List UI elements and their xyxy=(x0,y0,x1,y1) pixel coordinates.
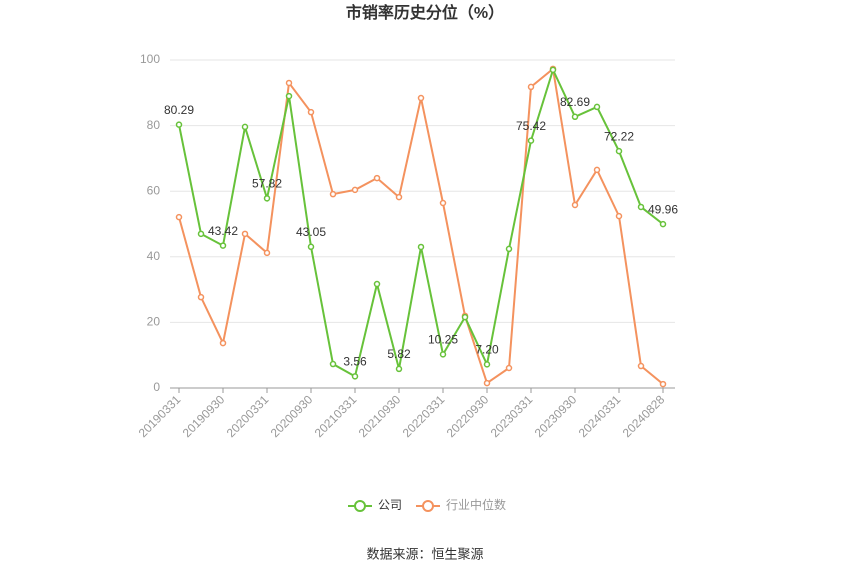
point xyxy=(505,245,513,253)
point xyxy=(285,79,293,87)
x-tick-label: 20240331 xyxy=(576,392,624,440)
source: 数据来源：恒生聚源 xyxy=(366,546,483,561)
point xyxy=(351,373,359,380)
point xyxy=(197,293,205,301)
legend-label: 公司 xyxy=(378,498,402,512)
point xyxy=(417,94,425,102)
point xyxy=(285,92,293,100)
data-label: 43.42 xyxy=(208,224,238,238)
data-label: 75.42 xyxy=(516,119,546,133)
point xyxy=(527,137,535,144)
x-tick-label: 20200930 xyxy=(268,392,316,440)
y-tick-label: 20 xyxy=(147,315,161,329)
point xyxy=(637,203,645,211)
point xyxy=(263,195,271,202)
point xyxy=(263,249,271,257)
point xyxy=(373,280,381,288)
point xyxy=(483,361,491,368)
series-line xyxy=(178,67,664,378)
y-tick-label: 60 xyxy=(147,183,161,197)
legend-label: 行业中位数 xyxy=(446,497,506,512)
point xyxy=(549,66,557,74)
point xyxy=(615,212,623,220)
data-label: 5.82 xyxy=(387,347,411,361)
point xyxy=(505,364,513,372)
x-tick-label: 20220331 xyxy=(400,392,448,440)
point xyxy=(329,360,337,368)
x-tick-label: 20220930 xyxy=(444,392,492,440)
data-label: 3.56 xyxy=(343,354,367,368)
data-label: 57.82 xyxy=(252,177,282,191)
series-line xyxy=(178,66,664,385)
x-tick-label: 20230331 xyxy=(488,392,536,440)
x-tick-label: 20200331 xyxy=(224,392,272,440)
legend-marker xyxy=(354,500,366,512)
point xyxy=(373,174,381,182)
data-label: 72.22 xyxy=(604,129,634,143)
point xyxy=(417,243,425,251)
point xyxy=(307,243,315,251)
x-tick-label: 20190930 xyxy=(180,392,228,440)
point xyxy=(439,199,447,207)
point xyxy=(241,230,249,238)
y-tick-label: 40 xyxy=(147,249,161,263)
point xyxy=(351,186,359,194)
point xyxy=(659,220,667,228)
y-tick-label: 0 xyxy=(153,380,160,394)
x-tick-label: 20210331 xyxy=(312,392,360,440)
data-label: 7.20 xyxy=(475,343,499,357)
point xyxy=(461,313,469,321)
legend-marker xyxy=(422,500,434,512)
point xyxy=(615,147,623,155)
point xyxy=(329,190,337,198)
point xyxy=(439,351,447,358)
x-tick-label: 20190331 xyxy=(136,392,184,440)
point xyxy=(637,362,645,370)
point xyxy=(307,108,315,116)
data-label: 49.96 xyxy=(648,202,678,216)
x-tick-label: 20210930 xyxy=(356,392,404,440)
data-label: 80.29 xyxy=(164,103,194,117)
point xyxy=(395,365,403,373)
point xyxy=(527,83,535,91)
point xyxy=(175,213,183,221)
point xyxy=(219,339,227,347)
point xyxy=(197,230,205,238)
data-label: 10.25 xyxy=(428,333,458,347)
point xyxy=(395,193,403,201)
data-label: 43.05 xyxy=(296,225,326,239)
point xyxy=(241,123,249,131)
point xyxy=(593,103,601,111)
point xyxy=(219,242,227,249)
point xyxy=(175,121,183,128)
y-tick-label: 80 xyxy=(147,118,161,132)
point xyxy=(571,113,579,121)
point xyxy=(659,380,667,388)
y-tick-label: 100 xyxy=(140,52,160,66)
point xyxy=(483,379,491,387)
data-label: 82.69 xyxy=(560,95,590,109)
point xyxy=(593,166,601,174)
x-tick-label: 20240828 xyxy=(620,392,668,440)
chart-title: 市销率历史分位（%） xyxy=(346,3,504,22)
x-tick-label: 20230930 xyxy=(532,392,580,440)
point xyxy=(571,201,579,209)
